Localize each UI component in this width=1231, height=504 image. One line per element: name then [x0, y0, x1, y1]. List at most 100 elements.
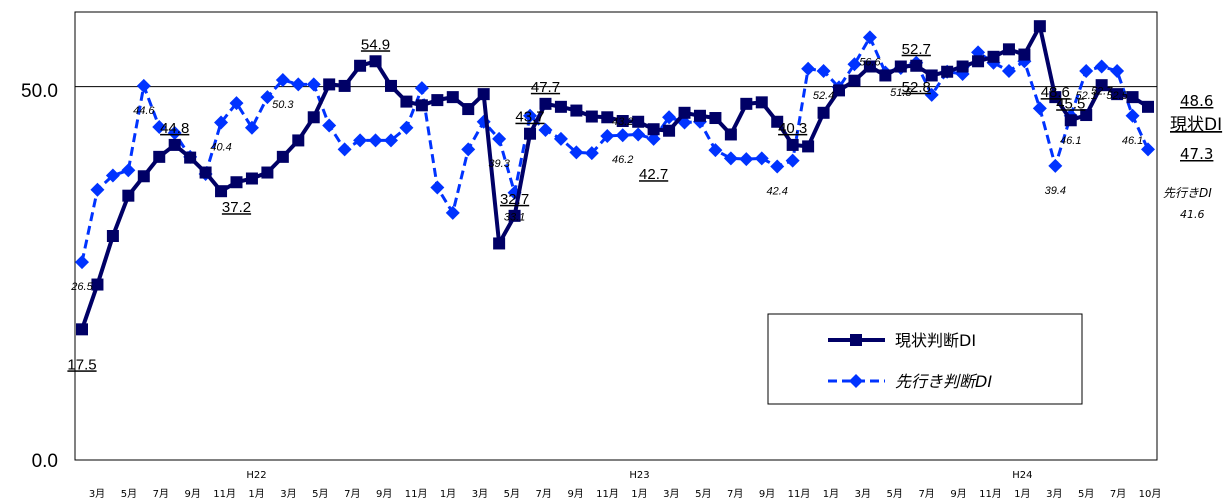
side-labels: 48.6 現状DI 47.3 先行きDI 41.6: [1163, 92, 1222, 221]
x-tick-label: 5月: [312, 488, 328, 500]
current-point: [106, 230, 119, 242]
future-point: [1141, 142, 1155, 157]
future-point: [553, 131, 568, 146]
current-point: [848, 74, 861, 87]
current-point: [786, 138, 799, 151]
future-data-label: 50.3: [272, 99, 294, 111]
x-tick-label: 1月: [631, 488, 647, 500]
current-point: [369, 55, 382, 68]
x-tick-label: 5月: [121, 488, 137, 500]
x-tick-label: 3月: [472, 488, 488, 500]
current-point: [415, 99, 428, 112]
future-point: [1048, 158, 1063, 173]
future-data-label: 39.4: [1045, 185, 1066, 197]
current-data-label: 37.2: [222, 199, 251, 216]
current-point: [663, 124, 676, 137]
x-tick-label: 7月: [918, 488, 934, 500]
future-data-label: 46.2: [612, 154, 633, 166]
x-era-label: H24: [1012, 470, 1032, 481]
future-point: [353, 133, 368, 148]
current-point: [168, 138, 181, 151]
current-data-label: 32.7: [500, 191, 529, 208]
legend-current-label: 現状判断DI: [895, 331, 976, 350]
current-last-label: 47.3: [1180, 145, 1213, 163]
current-value-label: 48.6: [1180, 92, 1213, 110]
x-era-label: H23: [629, 470, 649, 481]
future-point: [924, 87, 939, 102]
current-data-label: 40.3: [778, 120, 807, 137]
current-point: [354, 59, 367, 72]
current-point: [261, 166, 274, 179]
current-point: [956, 60, 969, 73]
current-point: [1142, 100, 1154, 113]
current-data-label: 48.6: [1041, 84, 1070, 101]
current-data-label: 52.7: [902, 41, 931, 58]
current-point: [724, 128, 737, 141]
current-point: [755, 96, 768, 109]
current-point: [338, 79, 351, 92]
x-tick-label: 5月: [1078, 488, 1094, 500]
current-point: [647, 123, 660, 136]
x-tick-label: 7月: [153, 488, 169, 500]
future-data-label: 26.5: [70, 281, 93, 293]
future-point: [600, 128, 615, 143]
current-point: [1049, 91, 1062, 104]
current-point: [1111, 88, 1124, 101]
current-point: [493, 237, 506, 250]
x-tick-label: 9月: [376, 488, 392, 500]
future-point: [631, 127, 646, 142]
current-point: [307, 111, 320, 124]
current-data-label: 47.7: [531, 79, 560, 96]
future-point: [1032, 101, 1047, 116]
current-point: [1095, 79, 1108, 92]
future-data-label: 52.4: [813, 90, 834, 102]
future-point: [1094, 59, 1109, 74]
future-last-label: 41.6: [1180, 208, 1205, 221]
future-point: [785, 153, 800, 168]
current-data-label: 44.8: [160, 120, 189, 137]
current-point: [524, 127, 537, 140]
x-tick-label: 3月: [855, 488, 871, 500]
future-data-label: 46.1: [1060, 135, 1081, 147]
y-tick-50: 50.0: [21, 81, 58, 102]
series-current-line: [80, 24, 1150, 330]
current-point: [632, 115, 645, 128]
future-point: [492, 131, 507, 146]
current-point: [616, 115, 629, 128]
series-future-line: [80, 35, 1150, 263]
current-point: [802, 140, 815, 153]
current-point: [137, 170, 150, 183]
legend-future-label: 先行き判断DI: [895, 372, 992, 391]
future-point: [260, 90, 275, 105]
future-point: [229, 96, 244, 111]
x-tick-label: 3月: [280, 488, 296, 500]
future-point: [90, 182, 105, 197]
future-data-label: 44.6: [133, 105, 155, 117]
future-point: [739, 152, 754, 167]
current-point: [122, 189, 135, 202]
future-data-label: 52.7: [1091, 86, 1113, 98]
x-axis: 3月 5月 7月 9月 11月 1月 3月 5月 7月 9月 11月 1月 3月 5月 7月 9月 11月 1月 3…: [89, 470, 1162, 500]
x-tick-label: 9月: [950, 488, 966, 500]
legend: 現状判断DI 先行き判断DI: [767, 313, 1083, 405]
current-point: [199, 166, 212, 179]
current-point: [508, 209, 521, 222]
current-point: [323, 78, 336, 91]
y-tick-0: 0.0: [32, 451, 58, 472]
current-data-label: 43.7: [515, 109, 544, 126]
future-point: [1125, 108, 1140, 123]
future-point: [167, 125, 182, 140]
x-tick-label: 9月: [567, 488, 583, 500]
current-point: [184, 151, 197, 164]
legend-future-marker: [849, 374, 863, 388]
x-tick-label: 5月: [887, 488, 903, 500]
future-point: [646, 131, 661, 146]
legend-box: [767, 313, 1083, 405]
current-point: [585, 110, 598, 123]
current-point: [446, 91, 459, 104]
current-data-label: 54.9: [361, 36, 390, 53]
future-point: [244, 120, 259, 135]
current-point: [384, 79, 397, 92]
future-point: [430, 180, 445, 195]
